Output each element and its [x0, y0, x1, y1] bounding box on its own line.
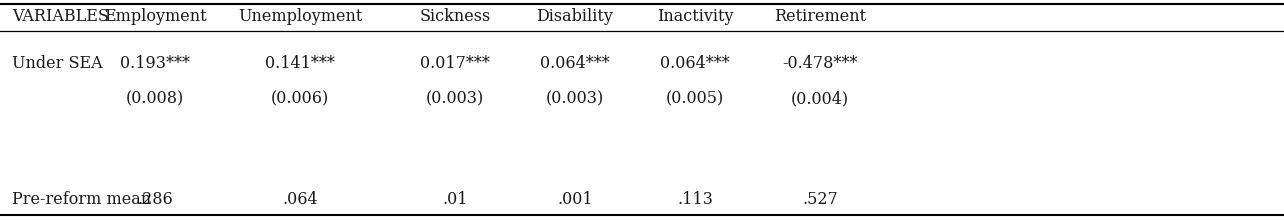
Text: 0.064***: 0.064***: [660, 55, 729, 72]
Text: 0.141***: 0.141***: [265, 55, 335, 72]
Text: Disability: Disability: [537, 8, 614, 25]
Text: .113: .113: [677, 191, 713, 208]
Text: Pre-reform mean: Pre-reform mean: [12, 191, 152, 208]
Text: .01: .01: [442, 191, 467, 208]
Text: -0.478***: -0.478***: [782, 55, 858, 72]
Text: VARIABLES: VARIABLES: [12, 8, 109, 25]
Text: (0.006): (0.006): [271, 91, 329, 107]
Text: .064: .064: [282, 191, 318, 208]
Text: 0.193***: 0.193***: [119, 55, 190, 72]
Text: .286: .286: [137, 191, 173, 208]
Text: (0.005): (0.005): [666, 91, 724, 107]
Text: .527: .527: [802, 191, 838, 208]
Text: 0.017***: 0.017***: [420, 55, 490, 72]
Text: (0.003): (0.003): [546, 91, 605, 107]
Text: .001: .001: [557, 191, 593, 208]
Text: Under SEA: Under SEA: [12, 55, 103, 72]
Text: (0.003): (0.003): [426, 91, 484, 107]
Text: Sickness: Sickness: [420, 8, 490, 25]
Text: Inactivity: Inactivity: [656, 8, 733, 25]
Text: 0.064***: 0.064***: [541, 55, 610, 72]
Text: Unemployment: Unemployment: [238, 8, 362, 25]
Text: (0.004): (0.004): [791, 91, 849, 107]
Text: Employment: Employment: [104, 8, 207, 25]
Text: Retirement: Retirement: [774, 8, 867, 25]
Text: (0.008): (0.008): [126, 91, 184, 107]
